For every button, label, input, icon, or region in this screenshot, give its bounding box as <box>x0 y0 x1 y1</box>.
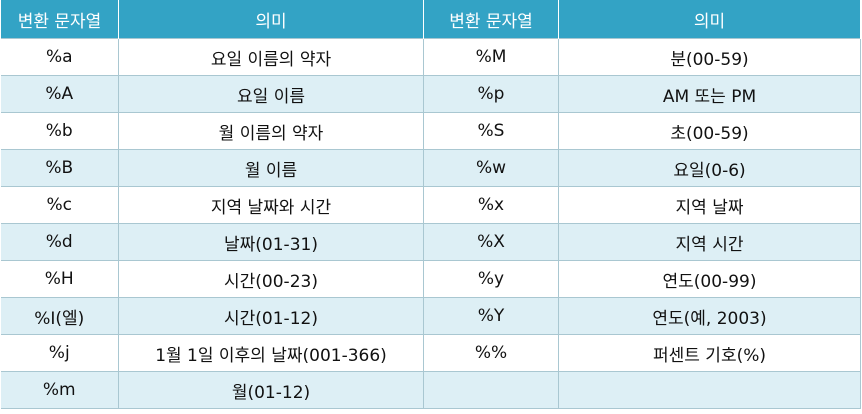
table-row: %I(엘) 시간(01-12) %Y 연도(예, 2003) <box>0 297 861 335</box>
table-row: %b 월 이름의 약자 %S 초(00-59) <box>0 112 861 150</box>
format-code-cell: %A <box>0 75 119 113</box>
format-code-cell: %Y <box>423 297 559 335</box>
meaning-cell <box>558 371 861 409</box>
format-code-cell: %% <box>423 334 559 372</box>
format-code-cell: %c <box>0 186 119 224</box>
meaning-cell: 요일(0-6) <box>558 149 861 187</box>
format-code-cell: %H <box>0 260 119 298</box>
meaning-cell: 지역 시간 <box>558 223 861 261</box>
header-meaning-1: 의미 <box>118 0 424 39</box>
header-meaning-2: 의미 <box>558 0 861 39</box>
table-row: %j 1월 1일 이후의 날짜(001-366) %% 퍼센트 기호(%) <box>0 334 861 372</box>
meaning-cell: AM 또는 PM <box>558 75 861 113</box>
format-code-cell: %M <box>423 38 559 76</box>
meaning-cell: 날짜(01-31) <box>118 223 424 261</box>
format-code-cell: %m <box>0 371 119 409</box>
table-row: %m 월(01-12) <box>0 371 861 409</box>
table-row: %d 날짜(01-31) %X 지역 시간 <box>0 223 861 261</box>
meaning-cell: 퍼센트 기호(%) <box>558 334 861 372</box>
meaning-cell: 시간(00-23) <box>118 260 424 298</box>
meaning-cell: 지역 날짜 <box>558 186 861 224</box>
format-code-cell: %p <box>423 75 559 113</box>
format-code-cell: %b <box>0 112 119 150</box>
meaning-cell: 지역 날짜와 시간 <box>118 186 424 224</box>
format-code-cell <box>423 371 559 409</box>
meaning-cell: 1월 1일 이후의 날짜(001-366) <box>118 334 424 372</box>
meaning-cell: 초(00-59) <box>558 112 861 150</box>
meaning-cell: 월(01-12) <box>118 371 424 409</box>
meaning-cell: 연도(00-99) <box>558 260 861 298</box>
meaning-cell: 시간(01-12) <box>118 297 424 335</box>
format-code-cell: %d <box>0 223 119 261</box>
meaning-cell: 분(00-59) <box>558 38 861 76</box>
table-row: %a 요일 이름의 약자 %M 분(00-59) <box>0 38 861 76</box>
table-row: %B 월 이름 %w 요일(0-6) <box>0 149 861 187</box>
meaning-cell: 요일 이름의 약자 <box>118 38 424 76</box>
format-code-cell: %a <box>0 38 119 76</box>
meaning-cell: 연도(예, 2003) <box>558 297 861 335</box>
format-code-cell: %I(엘) <box>0 297 119 335</box>
format-code-cell: %w <box>423 149 559 187</box>
meaning-cell: 월 이름의 약자 <box>118 112 424 150</box>
table-row: %c 지역 날짜와 시간 %x 지역 날짜 <box>0 186 861 224</box>
header-row: 변환 문자열 의미 변환 문자열 의미 <box>0 0 861 39</box>
header-format-string-1: 변환 문자열 <box>0 0 119 39</box>
meaning-cell: 요일 이름 <box>118 75 424 113</box>
format-code-cell: %S <box>423 112 559 150</box>
format-code-cell: %B <box>0 149 119 187</box>
format-code-cell: %j <box>0 334 119 372</box>
table-row: %A 요일 이름 %p AM 또는 PM <box>0 75 861 113</box>
format-code-cell: %x <box>423 186 559 224</box>
header-format-string-2: 변환 문자열 <box>423 0 559 39</box>
format-code-cell: %X <box>423 223 559 261</box>
table-row: %H 시간(00-23) %y 연도(00-99) <box>0 260 861 298</box>
format-code-cell: %y <box>423 260 559 298</box>
meaning-cell: 월 이름 <box>118 149 424 187</box>
